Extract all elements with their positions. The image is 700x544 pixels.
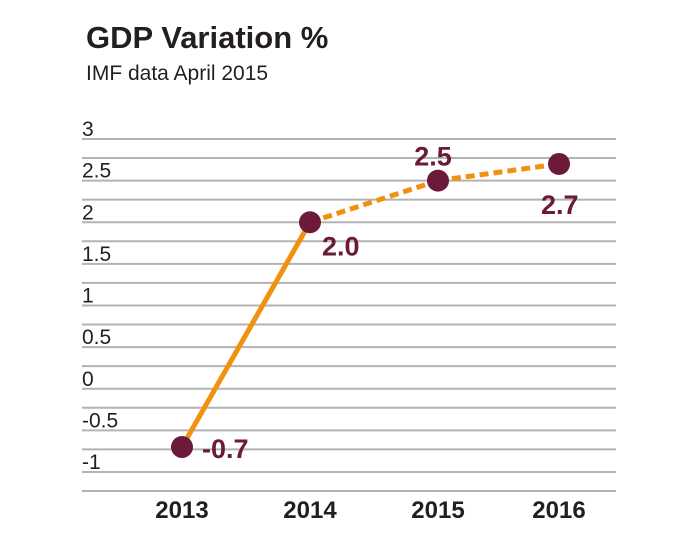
data-label: 2.0 — [322, 231, 360, 261]
chart-subtitle: IMF data April 2015 — [86, 62, 269, 85]
chart-title: GDP Variation % — [86, 20, 329, 55]
data-label: 2.7 — [541, 190, 579, 220]
data-point — [171, 436, 193, 459]
data-point — [299, 211, 321, 234]
y-tick-label: 2.5 — [82, 160, 111, 183]
y-tick-label: 0 — [82, 368, 94, 391]
data-point — [427, 169, 449, 192]
x-tick-label: 2013 — [155, 497, 208, 524]
y-tick-label: 2 — [82, 201, 94, 224]
series-line-segment — [437, 161, 560, 184]
y-tick-label: 0.5 — [82, 326, 111, 349]
y-tick-label: -0.5 — [82, 409, 118, 432]
y-tick-label: 1 — [82, 285, 94, 308]
x-tick-label: 2016 — [532, 497, 585, 524]
data-label: -0.7 — [202, 434, 249, 464]
series-line-segment — [179, 221, 313, 449]
data-point — [548, 152, 570, 175]
y-tick-label: -1 — [82, 451, 101, 474]
y-tick-label: 3 — [82, 118, 94, 141]
x-tick-label: 2015 — [411, 497, 464, 524]
series-line-segment — [309, 178, 439, 225]
y-tick-label: 1.5 — [82, 243, 111, 266]
x-tick-label: 2014 — [283, 497, 337, 524]
data-label: 2.5 — [414, 142, 452, 172]
